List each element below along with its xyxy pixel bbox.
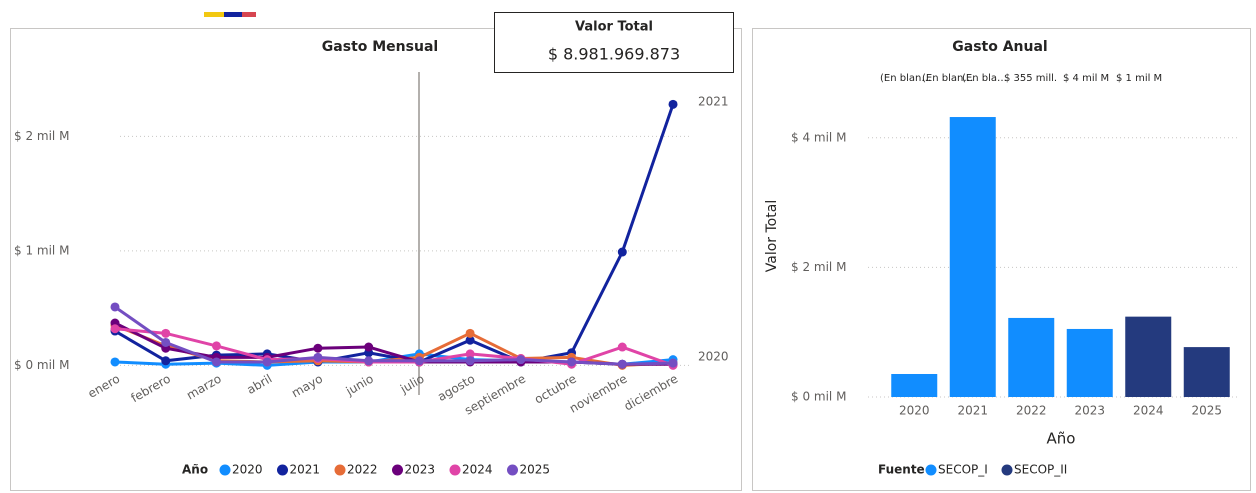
legend-marker <box>277 464 288 476</box>
marker <box>668 358 678 368</box>
line <box>114 305 674 366</box>
bar-panel <box>752 28 1251 491</box>
bar <box>891 373 938 397</box>
x-tick-label: noviembre <box>567 372 630 416</box>
legend-title: Fuente <box>878 463 925 477</box>
end-label: 2021 <box>698 95 729 109</box>
bar <box>1125 316 1172 397</box>
marker <box>465 335 475 345</box>
legend-label: 2024 <box>462 463 493 477</box>
legend-marker <box>449 464 461 476</box>
card-value: $ 8.981.969.873 <box>548 45 680 64</box>
marker <box>161 337 171 347</box>
logo-yellow <box>204 12 224 17</box>
marker <box>110 302 120 312</box>
marker <box>211 341 221 351</box>
y-axis-title: Valor Total <box>764 200 780 272</box>
marker <box>110 324 120 334</box>
x-tick-label: diciembre <box>622 372 681 414</box>
legend-label: SECOP_I <box>938 463 988 477</box>
x-tick-label: 2025 <box>1191 404 1222 418</box>
annotation: (En blan… <box>880 73 931 84</box>
bar <box>1066 328 1113 397</box>
marker <box>211 357 221 367</box>
legend-marker <box>1001 464 1013 476</box>
y-tick-label: $ 0 mil M <box>14 358 69 372</box>
y-tick-label: $ 2 mil M <box>791 260 846 274</box>
legend-title: Año <box>182 463 208 477</box>
legend-label: 2020 <box>232 463 263 477</box>
legend-marker <box>925 464 937 476</box>
marker <box>617 342 627 352</box>
marker <box>465 328 475 338</box>
y-tick-label: $ 0 mil M <box>791 390 846 404</box>
legend-marker <box>507 464 518 476</box>
plots: Gasto Mensual $ 0 mil M $ 1 mil M $ 2 mil M… <box>14 39 1240 477</box>
y-tick-label: $ 2 mil M <box>14 129 69 143</box>
card <box>494 12 734 73</box>
annotation: $ 1 mil M <box>1116 73 1162 84</box>
marker <box>668 99 678 109</box>
marker <box>617 359 627 369</box>
legend-label: SECOP_II <box>1014 463 1067 477</box>
marker <box>465 349 475 359</box>
marker <box>617 247 627 257</box>
x-tick-label: 2020 <box>899 404 930 418</box>
line-panel <box>10 28 742 491</box>
legend-marker <box>392 464 403 476</box>
marker <box>262 357 272 367</box>
chart-title: Gasto Mensual <box>322 39 438 55</box>
marker <box>364 342 374 352</box>
legend-marker <box>334 464 346 476</box>
end-label: 2020 <box>698 350 729 364</box>
legend-marker <box>219 464 231 476</box>
legend-label: 2021 <box>290 463 321 477</box>
marker <box>110 357 120 367</box>
x-tick-label: mayo <box>289 372 325 401</box>
marker <box>364 356 374 366</box>
annotation: $ 4 mil M <box>1063 73 1109 84</box>
line <box>114 103 675 364</box>
x-tick-label: junio <box>343 372 376 399</box>
logo-red <box>242 12 256 17</box>
x-tick-label: 2022 <box>1016 404 1047 418</box>
x-tick-label: febrero <box>128 372 172 406</box>
annotation: $ 355 mill. <box>1004 73 1057 84</box>
x-tick-label: julio <box>397 372 426 397</box>
marker <box>516 355 526 365</box>
marker <box>414 356 424 366</box>
marker <box>567 357 577 367</box>
bar <box>1183 347 1230 397</box>
logo-blue <box>224 12 242 17</box>
bar <box>1008 317 1055 397</box>
x-tick-label: agosto <box>435 372 477 404</box>
chart-title: Gasto Anual <box>952 39 1047 55</box>
marker <box>161 356 171 366</box>
x-tick-label: 2024 <box>1133 404 1164 418</box>
y-tick-label: $ 1 mil M <box>14 243 69 257</box>
x-tick-label: 2021 <box>957 404 988 418</box>
annotation: (En blan… <box>922 73 973 84</box>
card-title: Valor Total <box>575 20 653 35</box>
marker <box>313 352 323 362</box>
legend-label: 2025 <box>520 463 551 477</box>
x-tick-label: enero <box>85 372 122 401</box>
annotation: (En bla… <box>962 73 1007 84</box>
x-tick-label: abril <box>244 372 274 397</box>
legend-label: 2022 <box>347 463 378 477</box>
marker <box>465 356 475 366</box>
marker <box>313 343 323 353</box>
marker <box>161 328 171 338</box>
bar <box>949 117 996 397</box>
legend-label: 2023 <box>405 463 436 477</box>
x-tick-label: 2023 <box>1074 404 1105 418</box>
x-axis-title: Año <box>1047 430 1076 448</box>
x-tick-label: marzo <box>184 372 224 403</box>
y-tick-label: $ 4 mil M <box>791 130 846 144</box>
